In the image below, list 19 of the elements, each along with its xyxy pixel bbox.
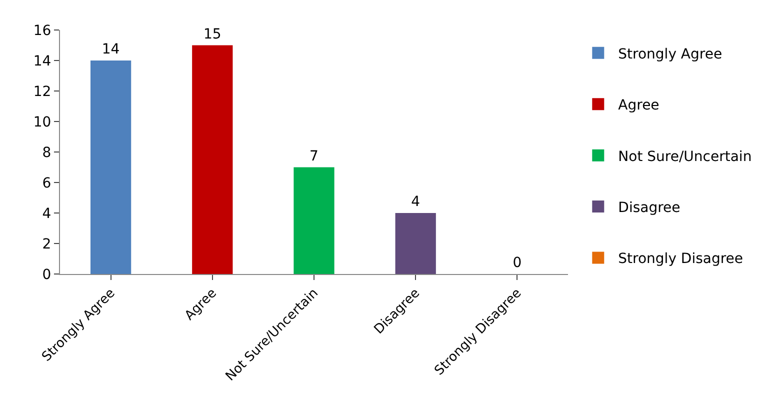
y-tick-label: 16 <box>33 22 52 39</box>
data-label: 14 <box>102 42 120 58</box>
legend-label: Strongly Agree <box>618 46 722 62</box>
legend-label: Strongly Disagree <box>618 251 744 268</box>
y-tick-label: 12 <box>33 84 52 100</box>
y-tick-label: 4 <box>42 206 52 222</box>
y-tick-label: 0 <box>42 266 52 283</box>
legend-label: Not Sure/Uncertain <box>618 148 752 165</box>
data-label: 15 <box>203 26 222 42</box>
data-label: 0 <box>512 255 522 271</box>
y-tick-label: 6 <box>42 175 52 192</box>
legend-label: Disagree <box>618 200 680 216</box>
y-tick-label: 14 <box>33 53 52 70</box>
y-tick-label: 8 <box>42 144 52 161</box>
legend-label: Agree <box>618 98 660 114</box>
y-tick-label: 10 <box>33 114 52 130</box>
data-label: 4 <box>411 194 420 210</box>
data-label: 7 <box>310 148 318 164</box>
y-tick-label: 2 <box>42 236 52 252</box>
